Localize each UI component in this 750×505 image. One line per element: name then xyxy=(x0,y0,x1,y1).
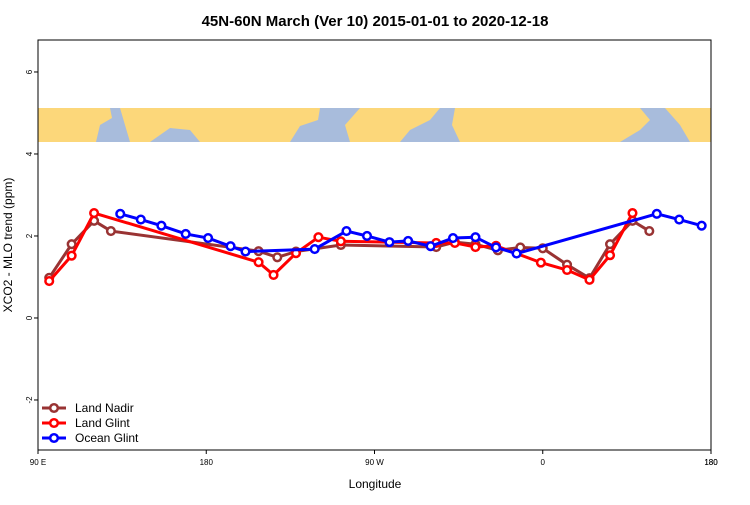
point xyxy=(562,264,573,276)
point xyxy=(535,257,546,268)
y-tick-label: 2 xyxy=(25,233,34,238)
point xyxy=(651,208,662,219)
y-tick-label: 6 xyxy=(25,69,34,74)
legend-label: Ocean Glint xyxy=(75,431,139,445)
map-strip xyxy=(38,108,711,142)
chart-title: 45N-60N March (Ver 10) 2015-01-01 to 202… xyxy=(202,13,549,30)
point xyxy=(313,232,324,243)
point xyxy=(470,232,481,243)
point xyxy=(156,220,167,231)
legend-label: Land Glint xyxy=(75,416,130,430)
x-tick-label: 90 E xyxy=(30,458,46,467)
point xyxy=(447,232,459,244)
point xyxy=(361,230,373,242)
point xyxy=(66,250,77,261)
y-tick-label: -2 xyxy=(25,396,34,404)
point xyxy=(470,242,481,253)
y-axis-label: XCO2 - MLO trend (ppm) xyxy=(1,178,15,313)
point xyxy=(335,236,346,247)
point xyxy=(203,232,214,244)
point xyxy=(89,207,100,219)
x-tick-label: 180 xyxy=(200,458,214,467)
legend-marker xyxy=(48,417,60,429)
point xyxy=(115,208,126,219)
point xyxy=(627,207,638,219)
point xyxy=(225,241,236,252)
point xyxy=(511,248,522,259)
point xyxy=(341,226,352,237)
y-tick-label: 4 xyxy=(25,151,34,156)
x-tick-label: 0 xyxy=(541,458,546,467)
point xyxy=(605,250,616,261)
x-axis-label: Longitude xyxy=(349,477,402,491)
point xyxy=(696,220,707,231)
legend-label: Land Nadir xyxy=(75,401,134,415)
point xyxy=(384,237,395,248)
point xyxy=(605,239,616,250)
legend-marker xyxy=(48,402,60,414)
point xyxy=(674,214,685,225)
x-tick-label: 90 W xyxy=(365,458,384,467)
point xyxy=(180,228,191,239)
x-tick-label: 180 xyxy=(704,458,718,467)
legend-marker xyxy=(48,432,60,444)
x-tick-label: 180 xyxy=(704,458,718,467)
point xyxy=(584,274,595,285)
point xyxy=(272,252,283,263)
point xyxy=(403,235,414,246)
y-tick-label: 0 xyxy=(25,315,34,320)
point xyxy=(253,257,264,268)
point xyxy=(268,269,279,280)
point xyxy=(425,241,436,252)
point xyxy=(105,226,116,237)
point xyxy=(309,244,320,255)
point xyxy=(490,242,502,253)
point xyxy=(135,214,146,225)
point xyxy=(66,239,77,250)
point xyxy=(240,246,251,257)
point xyxy=(644,226,655,237)
point xyxy=(44,276,55,287)
